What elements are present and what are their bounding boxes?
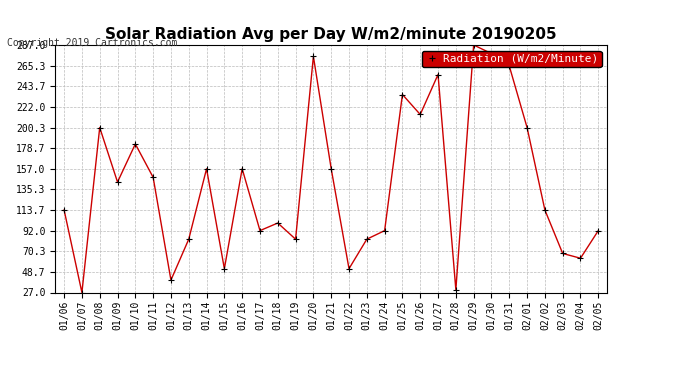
Legend: Radiation (W/m2/Minute): Radiation (W/m2/Minute) — [422, 51, 602, 67]
Title: Solar Radiation Avg per Day W/m2/minute 20190205: Solar Radiation Avg per Day W/m2/minute … — [106, 27, 557, 42]
Text: Copyright 2019 Cartronics.com: Copyright 2019 Cartronics.com — [7, 38, 177, 48]
